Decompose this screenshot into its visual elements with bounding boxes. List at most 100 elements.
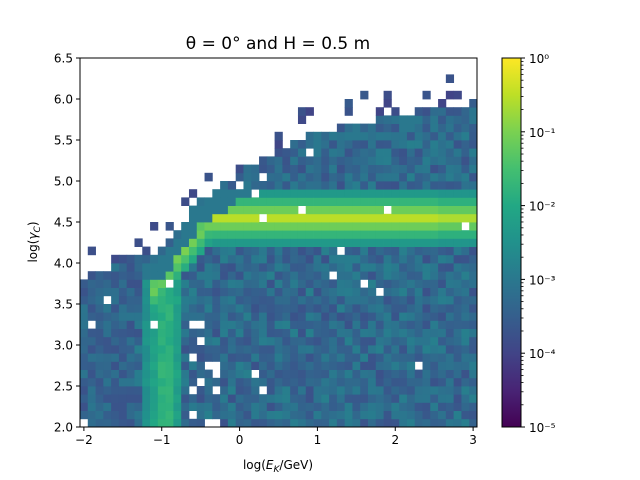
heatmap-cell bbox=[336, 156, 346, 165]
heatmap-cell bbox=[422, 222, 431, 231]
heatmap-cell bbox=[290, 181, 299, 190]
heatmap-cell bbox=[259, 189, 268, 198]
heatmap-cell bbox=[352, 336, 361, 346]
heatmap-cell bbox=[445, 361, 455, 370]
heatmap-cell bbox=[383, 320, 392, 329]
heatmap-cell bbox=[414, 148, 423, 157]
heatmap-cell bbox=[290, 197, 299, 206]
heatmap-cell bbox=[313, 263, 322, 272]
heatmap-cell bbox=[438, 156, 447, 165]
heatmap-cell bbox=[399, 254, 408, 264]
heatmap-cell bbox=[95, 377, 104, 387]
heatmap-cell bbox=[469, 345, 478, 354]
heatmap-cell bbox=[453, 107, 462, 116]
heatmap-cell bbox=[344, 164, 353, 174]
heatmap-cell bbox=[383, 336, 392, 346]
heatmap-cell bbox=[95, 328, 104, 338]
heatmap-cell bbox=[266, 246, 275, 256]
heatmap-cell bbox=[422, 295, 431, 305]
heatmap-cell bbox=[321, 336, 330, 346]
heatmap-cell bbox=[391, 320, 400, 329]
heatmap-cell bbox=[352, 148, 361, 157]
heatmap-cell bbox=[227, 320, 237, 329]
heatmap-cell bbox=[251, 230, 260, 239]
heatmap-cell bbox=[445, 386, 455, 395]
heatmap-cell bbox=[95, 345, 104, 354]
heatmap-cell bbox=[274, 402, 283, 411]
heatmap-cell bbox=[461, 287, 470, 297]
heatmap-cell bbox=[111, 418, 120, 428]
heatmap-cell bbox=[251, 418, 260, 428]
heatmap-cell bbox=[414, 222, 423, 231]
heatmap-cell bbox=[212, 377, 221, 387]
heatmap-cell bbox=[453, 410, 462, 420]
heatmap-cell bbox=[212, 205, 221, 215]
heatmap-cell bbox=[375, 402, 384, 411]
heatmap-cell bbox=[220, 320, 229, 329]
heatmap-cell bbox=[375, 304, 384, 313]
heatmap-cell bbox=[469, 402, 478, 411]
heatmap-cell bbox=[150, 328, 159, 338]
heatmap-cell bbox=[134, 312, 143, 321]
heatmap-cell bbox=[297, 304, 307, 313]
heatmap-cell bbox=[461, 181, 470, 190]
heatmap-cell bbox=[414, 115, 423, 124]
heatmap-cell bbox=[297, 222, 307, 231]
heatmap-cell bbox=[188, 205, 198, 215]
heatmap-cell bbox=[422, 246, 431, 256]
heatmap-cell bbox=[399, 361, 408, 370]
heatmap-cell bbox=[274, 418, 283, 428]
heatmap-cell bbox=[235, 394, 244, 403]
heatmap-cell bbox=[80, 287, 89, 297]
heatmap-cell bbox=[383, 263, 392, 272]
heatmap-cell bbox=[438, 238, 447, 247]
heatmap-cell bbox=[391, 123, 400, 133]
heatmap-cell bbox=[274, 131, 283, 141]
heatmap-cell bbox=[282, 254, 291, 264]
heatmap-cell bbox=[243, 213, 252, 223]
heatmap-cell bbox=[375, 181, 384, 190]
heatmap-cell bbox=[118, 361, 128, 370]
heatmap-cell bbox=[461, 377, 470, 387]
heatmap-cell bbox=[375, 394, 384, 403]
heatmap-cell bbox=[461, 205, 470, 215]
heatmap-cell bbox=[305, 328, 314, 338]
heatmap-cell bbox=[243, 394, 252, 403]
heatmap-cell bbox=[313, 271, 322, 280]
heatmap-cell bbox=[181, 336, 190, 346]
heatmap-cell bbox=[243, 320, 252, 329]
heatmap-cell bbox=[126, 254, 135, 264]
heatmap-cell bbox=[329, 312, 338, 321]
heatmap-cell bbox=[414, 287, 423, 297]
heatmap-cell bbox=[461, 320, 470, 329]
heatmap-cell bbox=[173, 336, 182, 346]
heatmap-cell bbox=[406, 369, 416, 379]
heatmap-cell bbox=[383, 304, 392, 313]
heatmap-cell bbox=[196, 197, 205, 206]
heatmap-cell bbox=[422, 410, 431, 420]
heatmap-cell bbox=[274, 140, 283, 149]
heatmap-cell bbox=[274, 156, 283, 165]
heatmap-cell bbox=[313, 222, 322, 231]
heatmap-cell bbox=[383, 131, 392, 141]
heatmap-cell bbox=[336, 345, 346, 354]
heatmap-cell bbox=[438, 328, 447, 338]
heatmap-cell bbox=[383, 172, 392, 182]
heatmap-cell bbox=[368, 238, 377, 247]
heatmap-cell bbox=[414, 304, 423, 313]
heatmap-cell bbox=[406, 222, 416, 231]
heatmap-cell bbox=[259, 377, 268, 387]
heatmap-cell bbox=[368, 164, 377, 174]
heatmap-cell bbox=[103, 336, 112, 346]
heatmap-cell bbox=[243, 361, 252, 370]
heatmap-cell bbox=[336, 131, 346, 141]
heatmap-cell bbox=[157, 279, 167, 288]
heatmap-cell bbox=[80, 336, 89, 346]
heatmap-cell bbox=[360, 238, 369, 247]
heatmap-cell bbox=[406, 271, 416, 280]
heatmap-cell bbox=[142, 246, 151, 256]
heatmap-cell bbox=[227, 394, 237, 403]
heatmap-cell bbox=[375, 369, 384, 379]
heatmap-cell bbox=[251, 410, 260, 420]
